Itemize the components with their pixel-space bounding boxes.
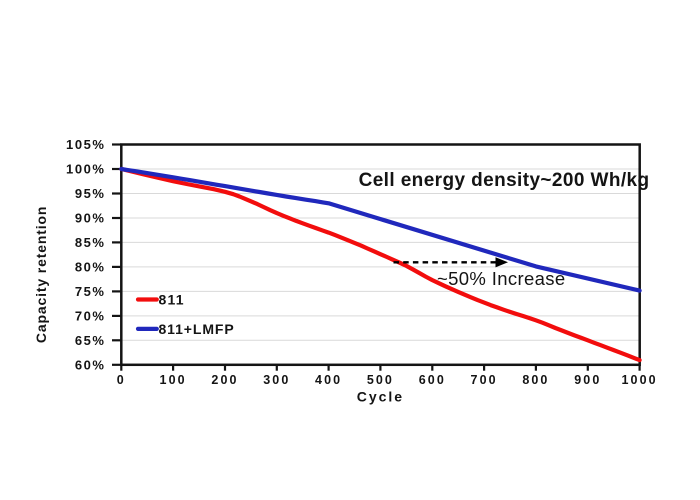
svg-text:800: 800: [522, 373, 549, 387]
svg-text:811: 811: [159, 292, 185, 308]
svg-text:105%: 105%: [66, 137, 105, 152]
svg-text:90%: 90%: [75, 211, 106, 226]
svg-text:600: 600: [419, 373, 446, 387]
svg-text:811+LMFP: 811+LMFP: [159, 321, 235, 337]
svg-text:100%: 100%: [66, 162, 105, 177]
svg-text:200: 200: [211, 373, 238, 387]
svg-text:1000: 1000: [621, 373, 657, 387]
svg-text:300: 300: [263, 373, 290, 387]
svg-text:80%: 80%: [75, 260, 106, 275]
svg-text:900: 900: [574, 373, 601, 387]
svg-text:65%: 65%: [75, 333, 106, 348]
svg-text:60%: 60%: [75, 357, 106, 372]
svg-text:400: 400: [315, 373, 342, 387]
svg-text:Cycle: Cycle: [357, 389, 404, 405]
svg-text:95%: 95%: [75, 186, 106, 201]
svg-text:70%: 70%: [75, 309, 106, 324]
svg-text:0: 0: [117, 373, 126, 387]
svg-text:Cell energy density~200 Wh/kg: Cell energy density~200 Wh/kg: [359, 170, 650, 191]
svg-text:~50% Increase: ~50% Increase: [437, 268, 565, 289]
svg-text:500: 500: [367, 373, 394, 387]
svg-text:Capacity retention: Capacity retention: [33, 206, 49, 343]
svg-text:700: 700: [471, 373, 498, 387]
svg-text:85%: 85%: [75, 235, 106, 250]
svg-text:75%: 75%: [75, 284, 106, 299]
svg-text:100: 100: [160, 373, 187, 387]
